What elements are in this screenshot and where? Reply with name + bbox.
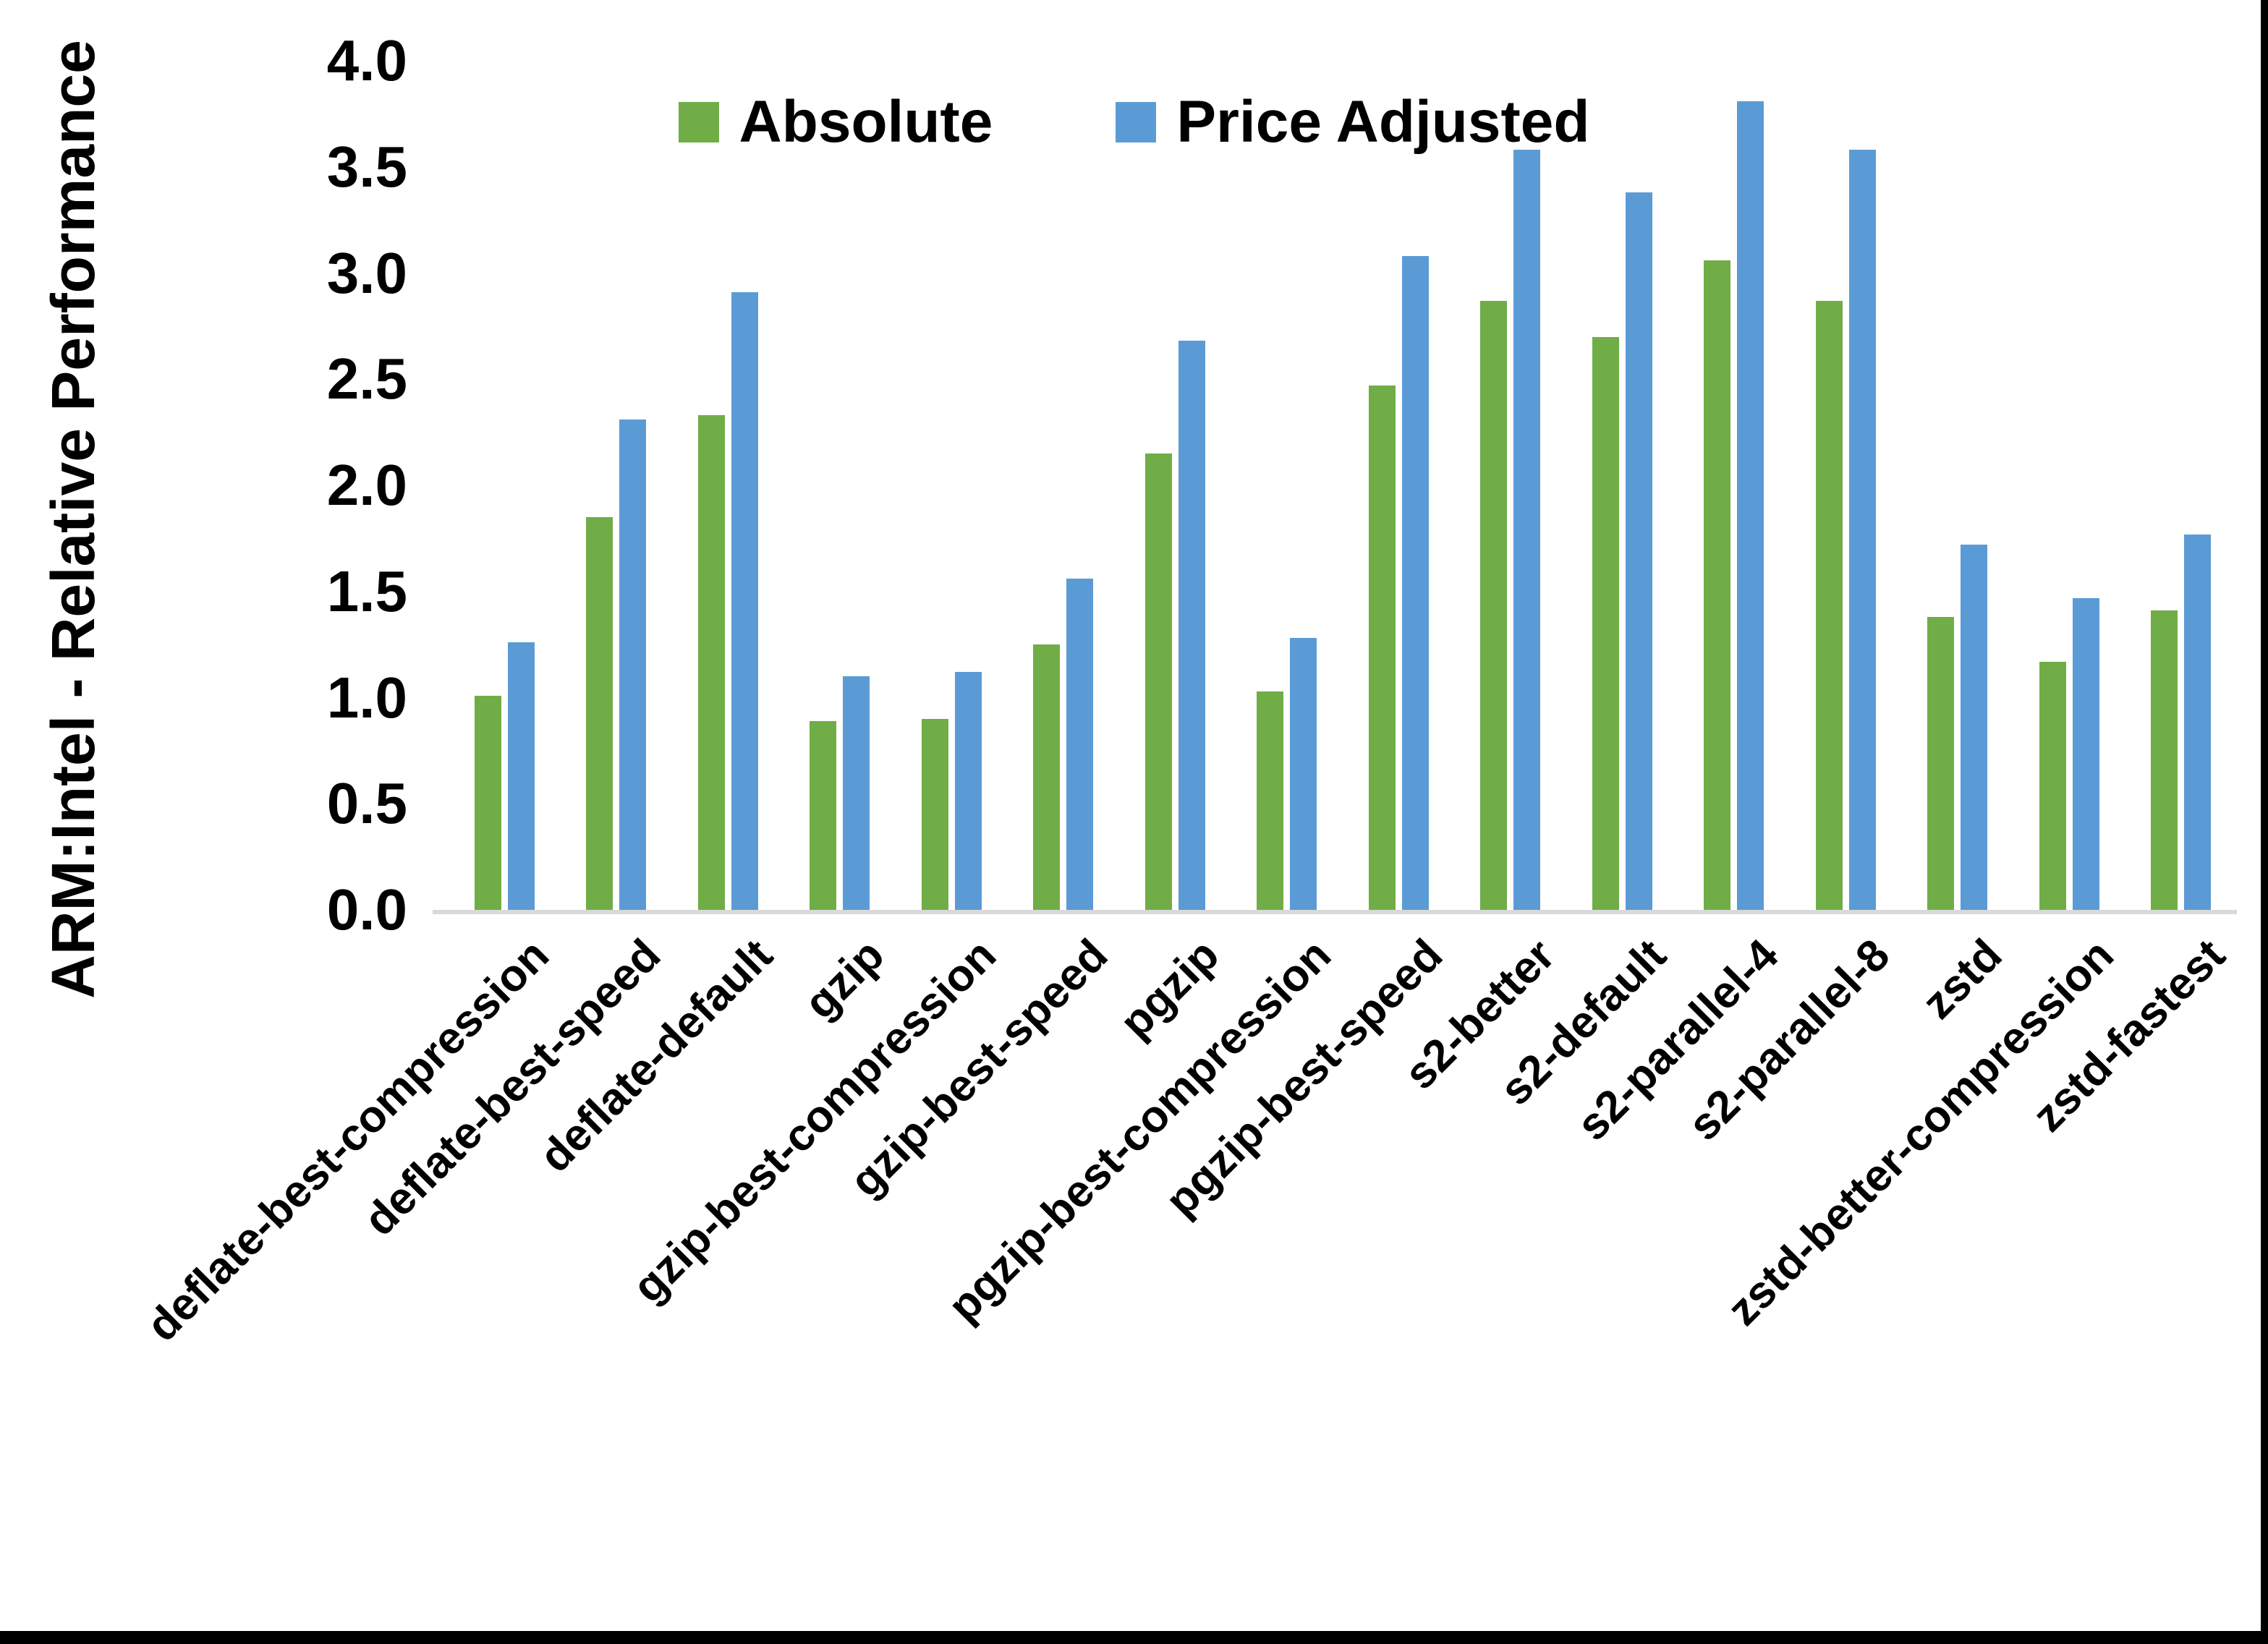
bar-group-zstd-fastest <box>2125 61 2238 910</box>
y-axis-tick-label: 2.0 <box>326 453 407 517</box>
bar-price-adjusted-deflate-default <box>731 291 758 910</box>
screenshot-right-border <box>2261 0 2268 1644</box>
bar-absolute-zstd-fastest <box>2151 610 2178 910</box>
bar-group-pgzip-best-compression <box>1231 61 1343 910</box>
x-axis-label: zstd <box>1912 929 2012 1029</box>
bar-group-deflate-best-compression <box>449 61 561 910</box>
bar-price-adjusted-zstd-fastest <box>2184 534 2212 910</box>
y-axis-tick-label: 0.5 <box>326 771 407 836</box>
bar-absolute-deflate-best-compression <box>474 695 501 910</box>
plot-area <box>449 61 2237 910</box>
bar-absolute-s2-parallel-4 <box>1704 260 1731 910</box>
y-axis-tick-label: 4.0 <box>326 28 407 93</box>
bar-group-gzip-best-compression <box>896 61 1008 910</box>
bar-price-adjusted-gzip-best-speed <box>1066 579 1094 910</box>
bar-price-adjusted-s2-parallel-8 <box>1848 150 1876 910</box>
legend-label: Absolute <box>739 89 993 155</box>
bar-price-adjusted-zstd-better-compression <box>2072 597 2099 910</box>
bar-absolute-deflate-default <box>697 415 725 910</box>
legend-item-price-adjusted: Price Adjusted <box>1116 88 1589 156</box>
bar-group-zstd <box>1902 61 2014 910</box>
bar-price-adjusted-pgzip <box>1178 341 1205 910</box>
bar-group-pgzip-best-speed <box>1343 61 1455 910</box>
y-axis-tick-label: 3.5 <box>326 134 407 199</box>
bar-group-pgzip <box>1119 61 1231 910</box>
bar-absolute-pgzip-best-speed <box>1368 386 1396 910</box>
bar-absolute-s2-default <box>1592 336 1619 910</box>
bar-price-adjusted-deflate-best-compression <box>507 642 535 910</box>
bar-absolute-pgzip <box>1144 453 1172 910</box>
bar-absolute-gzip-best-compression <box>921 718 948 910</box>
bar-price-adjusted-deflate-best-speed <box>619 419 647 910</box>
bar-group-gzip <box>784 61 896 910</box>
bar-group-s2-parallel-8 <box>1790 61 1902 910</box>
bar-price-adjusted-zstd <box>1961 545 1988 910</box>
bar-absolute-pgzip-best-compression <box>1257 691 1284 910</box>
bar-price-adjusted-s2-parallel-4 <box>1737 101 1764 910</box>
legend-item-absolute: Absolute <box>678 88 993 156</box>
bar-group-zstd-better-compression <box>2013 61 2125 910</box>
legend-label: Price Adjusted <box>1176 89 1590 155</box>
chart-legend: Absolute Price Adjusted <box>0 88 2268 156</box>
bar-absolute-zstd-better-compression <box>2039 661 2066 910</box>
bar-absolute-s2-parallel-8 <box>1815 300 1843 910</box>
bar-price-adjusted-gzip <box>843 676 870 910</box>
bar-absolute-s2-better <box>1480 300 1508 910</box>
bar-group-gzip-best-speed <box>1008 61 1120 910</box>
bar-group-deflate-best-speed <box>561 61 673 910</box>
y-axis-tick-label: 3.0 <box>326 240 407 305</box>
bar-group-s2-default <box>1566 61 1678 910</box>
y-axis-tick-label: 2.5 <box>326 346 407 412</box>
bar-absolute-gzip-best-speed <box>1033 644 1061 910</box>
bar-price-adjusted-pgzip-best-speed <box>1401 256 1429 910</box>
y-axis-tick-label: 1.0 <box>326 665 407 730</box>
y-axis-title: ARM:Intel - Relative Performance <box>39 40 107 999</box>
bar-absolute-gzip <box>810 720 837 910</box>
bar-price-adjusted-gzip-best-compression <box>954 672 982 910</box>
legend-swatch-absolute <box>678 102 719 142</box>
x-axis-label: gzip <box>794 929 894 1029</box>
bar-group-s2-parallel-4 <box>1678 61 1791 910</box>
x-axis-line <box>433 910 2237 914</box>
bar-absolute-deflate-best-speed <box>586 517 613 910</box>
bar-group-deflate-default <box>672 61 784 910</box>
bar-absolute-zstd <box>1927 616 1955 910</box>
bar-price-adjusted-s2-default <box>1625 192 1652 910</box>
bar-price-adjusted-pgzip-best-compression <box>1290 638 1317 910</box>
bar-price-adjusted-s2-better <box>1513 150 1541 910</box>
bar-group-s2-better <box>1455 61 1567 910</box>
y-axis-tick-label: 1.5 <box>326 558 407 623</box>
legend-swatch-price-adjusted <box>1116 102 1157 142</box>
screenshot-bottom-border <box>0 1631 2268 1644</box>
y-axis-tick-label: 0.0 <box>326 877 407 942</box>
